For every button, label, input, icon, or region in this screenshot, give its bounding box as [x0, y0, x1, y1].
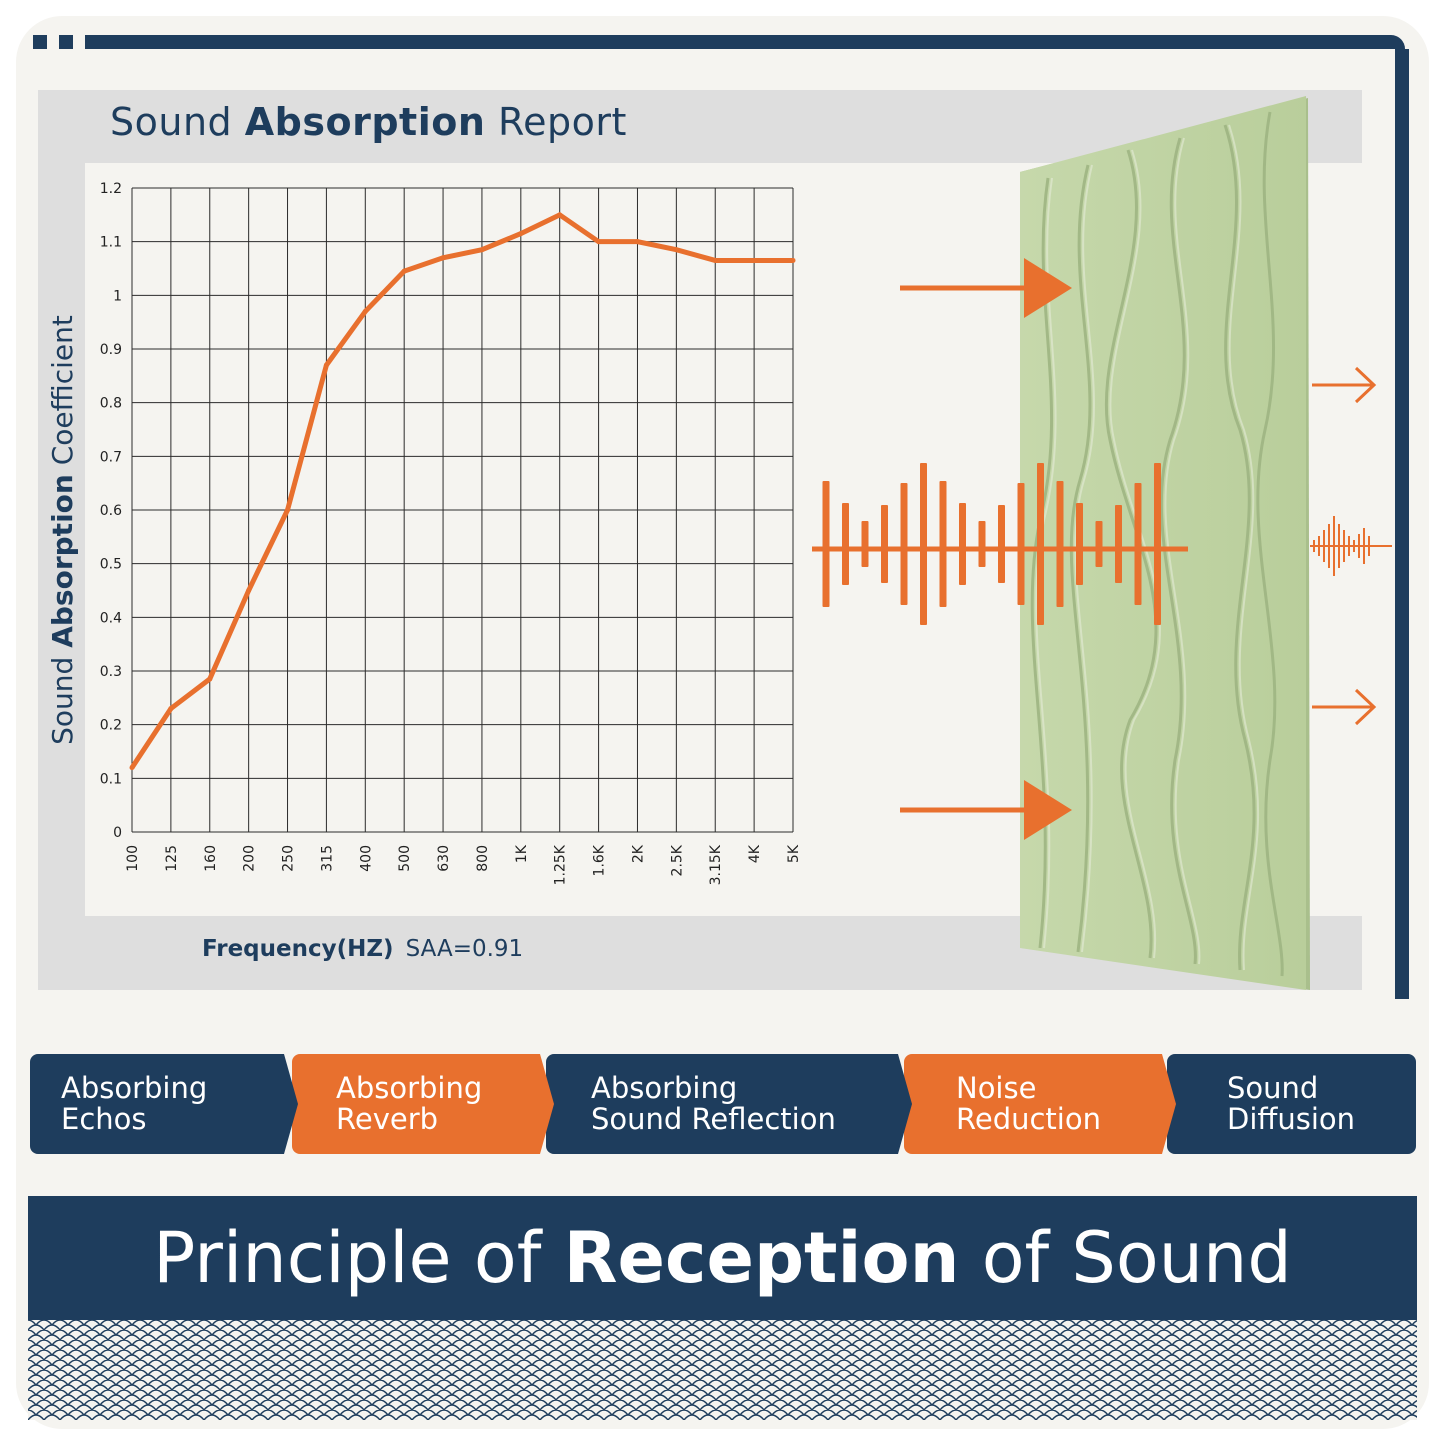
- arrow-head-icon: [1024, 258, 1072, 318]
- data-point: [129, 765, 135, 771]
- y-tick-label: 0.4: [100, 610, 122, 626]
- feature-label-line2: Echos: [61, 1102, 147, 1136]
- outgoing-arrows: [1312, 366, 1377, 726]
- data-point: [362, 308, 368, 314]
- chart-grid: [131, 187, 794, 833]
- y-tick-label: 0.7: [100, 449, 122, 465]
- incoming-arrows: [900, 258, 1072, 840]
- wave-pattern-decoration: [28, 1320, 1417, 1420]
- data-point: [673, 247, 679, 253]
- x-tick-label: 1.25K: [553, 844, 569, 885]
- acoustic-panel-illustration: [812, 96, 1392, 990]
- x-tick-label: 100: [125, 845, 141, 872]
- x-tick-label: 2.5K: [669, 844, 685, 876]
- feature-label-line1: Noise: [956, 1071, 1037, 1105]
- data-point: [712, 257, 718, 263]
- data-point: [246, 588, 252, 593]
- incoming-sound-wave: [812, 463, 1188, 625]
- data-point: [557, 212, 563, 218]
- y-tick-label: 0: [113, 825, 122, 841]
- x-tick-label: 250: [281, 845, 297, 872]
- x-tick-label: 400: [358, 845, 374, 872]
- frame-right: [1395, 49, 1409, 999]
- frame-tab-1: [33, 35, 47, 49]
- x-tick-label: 800: [475, 845, 491, 872]
- feature-label-line1: Absorbing: [61, 1071, 208, 1105]
- y-axis-label: Sound Absorption Coefficient: [46, 315, 79, 745]
- frame-top: [85, 35, 1405, 49]
- data-point: [207, 676, 213, 682]
- data-point: [596, 239, 602, 245]
- x-tick-label: 500: [397, 845, 413, 872]
- feature-label-line1: Absorbing: [336, 1071, 483, 1105]
- feature-label-line2: Reverb: [336, 1102, 439, 1136]
- x-tick-label: 3.15K: [708, 844, 724, 885]
- y-tick-label: 1: [113, 288, 122, 304]
- x-tick-label: 5K: [786, 844, 802, 863]
- y-tick-label: 0.9: [100, 342, 122, 358]
- frame-tab-2: [59, 35, 73, 49]
- series-points: [129, 212, 796, 771]
- transmitted-sound-wave: [1310, 516, 1392, 576]
- series-line: [129, 211, 793, 769]
- y-tick-label: 0.1: [100, 771, 122, 787]
- data-point: [751, 257, 757, 263]
- frequency-label: Frequency(HZ): [202, 936, 394, 962]
- feature-label-line1: Absorbing: [591, 1071, 738, 1105]
- principle-banner: Principle of Reception of Sound: [28, 1196, 1417, 1320]
- y-tick-label: 0.5: [100, 557, 122, 573]
- y-tick-label: 0.2: [100, 718, 122, 734]
- data-point: [440, 255, 446, 261]
- report-footer: Frequency(HZ) SAA=0.91: [202, 936, 523, 962]
- x-tick-label: 630: [436, 845, 452, 872]
- x-tick-label: 160: [203, 845, 219, 872]
- x-tick-label: 200: [242, 845, 258, 872]
- feature-chevron: Noise Reduction: [904, 1054, 1176, 1154]
- x-tick-label: 1K: [514, 844, 530, 863]
- feature-chevron: Absorbing Reverb: [292, 1054, 554, 1154]
- x-tick-label: 1.6K: [592, 844, 608, 876]
- y-tick-label: 0.6: [100, 503, 122, 519]
- x-tick-label: 4K: [747, 844, 763, 863]
- saa-value: SAA=0.91: [405, 936, 524, 962]
- x-tick-label: 2K: [630, 844, 646, 863]
- x-tick-label: 125: [164, 845, 180, 872]
- y-tick-labels: 0 0.1 0.2 0.3 0.4 0.5 0.6 0.7 0.8 0.9 1 1.1 1.2: [100, 181, 122, 841]
- y-tick-label: 1.1: [100, 235, 122, 251]
- x-tick-label: 315: [319, 845, 335, 872]
- data-point: [323, 362, 329, 368]
- y-tick-label: 0.3: [100, 664, 122, 680]
- data-point: [285, 507, 291, 513]
- x-tick-labels: 100 125 160 200 250 315 400 500 630 800 1K 1.25K 1.6…: [125, 844, 802, 885]
- feature-label-line2: Sound Reflection: [591, 1102, 836, 1136]
- data-point: [634, 239, 640, 245]
- feature-label-line1: Sound: [1227, 1071, 1319, 1105]
- y-tick-label: 0.8: [100, 396, 122, 412]
- feature-label-line2: Diffusion: [1227, 1102, 1356, 1136]
- data-point: [401, 268, 407, 274]
- data-point: [790, 257, 796, 263]
- report-title: Sound Absorption Report: [110, 100, 627, 144]
- feature-chevron: Absorbing Sound Reflection: [546, 1054, 912, 1154]
- feature-chevron: Sound Diffusion: [1167, 1054, 1416, 1154]
- feature-label-line2: Reduction: [956, 1102, 1101, 1136]
- arrow-head-icon: [1024, 780, 1072, 840]
- feature-chevron: Absorbing Echos: [30, 1054, 298, 1154]
- absorption-chart: 0 0.1 0.2 0.3 0.4 0.5 0.6 0.7 0.8 0.9 1 1.1 1.2 100 12…: [46, 181, 802, 885]
- data-point: [518, 231, 524, 237]
- y-tick-label: 1.2: [100, 181, 122, 197]
- data-point: [479, 247, 485, 253]
- data-point: [168, 706, 174, 712]
